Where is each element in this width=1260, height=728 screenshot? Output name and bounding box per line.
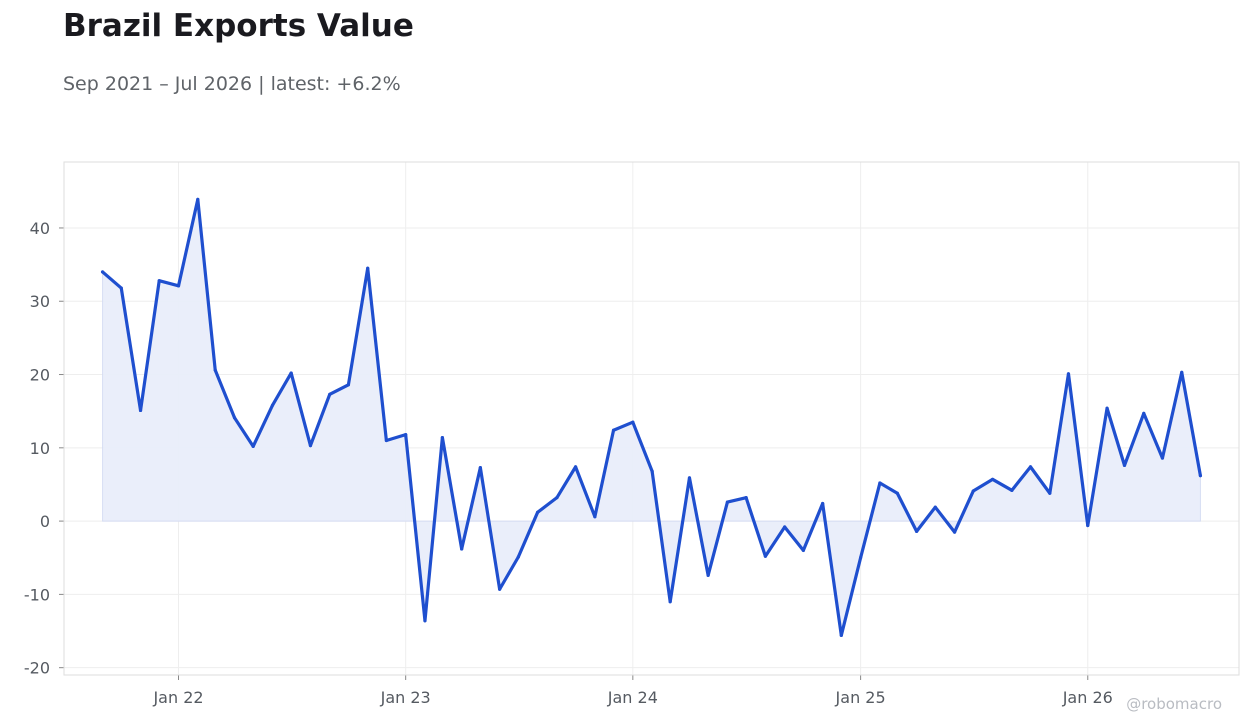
data-point — [1028, 465, 1033, 469]
series-line — [100, 197, 1203, 638]
data-point — [1142, 411, 1146, 415]
data-point — [783, 525, 787, 529]
data-point — [971, 489, 975, 493]
data-point — [555, 496, 559, 500]
data-point — [839, 633, 843, 638]
data-point — [1105, 406, 1109, 410]
y-tick-label: 30 — [30, 292, 50, 311]
data-point — [1122, 463, 1127, 468]
data-point — [990, 477, 995, 481]
data-point — [687, 476, 692, 480]
data-point — [611, 428, 616, 432]
x-tick-label: Jan 22 — [152, 688, 203, 707]
data-point — [725, 500, 730, 504]
data-point — [270, 403, 275, 407]
y-tick-label: -20 — [24, 659, 50, 678]
data-point — [933, 505, 937, 509]
data-point — [952, 530, 957, 534]
data-point — [328, 392, 332, 396]
data-point — [100, 270, 105, 274]
chart-title: Brazil Exports Value — [63, 8, 414, 44]
data-point — [1086, 523, 1090, 528]
data-point — [915, 529, 919, 533]
watermark: @robomacro — [1126, 695, 1222, 713]
data-point — [176, 284, 181, 288]
data-point — [119, 286, 123, 290]
data-point — [346, 383, 351, 387]
data-point — [423, 619, 427, 623]
data-point — [1160, 456, 1165, 460]
data-point — [196, 197, 200, 201]
data-point — [631, 420, 635, 424]
data-point — [384, 438, 388, 443]
plot-frame — [63, 161, 1240, 676]
data-point — [573, 465, 578, 469]
y-tick-label: 20 — [30, 366, 50, 385]
data-point — [157, 279, 161, 283]
chart-subtitle: Sep 2021 – Jul 2026 | latest: +6.2% — [63, 73, 401, 95]
x-tick-label: Jan 26 — [1062, 688, 1113, 707]
data-point — [440, 435, 444, 440]
data-point — [251, 444, 255, 448]
data-point — [232, 416, 237, 420]
data-point — [1066, 372, 1071, 376]
data-point — [460, 547, 464, 551]
data-point — [1180, 370, 1184, 374]
data-point — [213, 368, 217, 372]
data-point — [821, 501, 825, 506]
data-point — [763, 554, 767, 558]
data-point — [706, 573, 710, 577]
data-point — [895, 491, 899, 495]
data-point — [498, 587, 502, 591]
y-tick-label: 10 — [30, 439, 50, 458]
data-point — [859, 556, 863, 560]
data-point — [801, 548, 805, 553]
data-point — [138, 408, 143, 413]
data-point — [1048, 491, 1052, 495]
x-tick-label: Jan 24 — [607, 688, 658, 707]
data-point — [366, 266, 370, 270]
y-tick-label: 0 — [40, 512, 50, 531]
data-point — [404, 433, 408, 437]
data-point — [1010, 488, 1014, 492]
data-point — [878, 481, 882, 485]
data-point — [1198, 474, 1203, 478]
data-point — [668, 600, 672, 604]
data-point — [308, 444, 313, 448]
y-tick-label: -10 — [24, 585, 50, 604]
data-point — [516, 555, 520, 559]
data-point — [289, 371, 293, 375]
data-point — [744, 496, 748, 500]
x-tick-label: Jan 23 — [380, 688, 431, 707]
data-point — [650, 469, 654, 473]
x-tick-label: Jan 25 — [835, 688, 886, 707]
data-point — [593, 515, 597, 519]
data-point — [536, 510, 540, 514]
data-point — [478, 466, 482, 470]
y-tick-label: 40 — [30, 219, 50, 238]
